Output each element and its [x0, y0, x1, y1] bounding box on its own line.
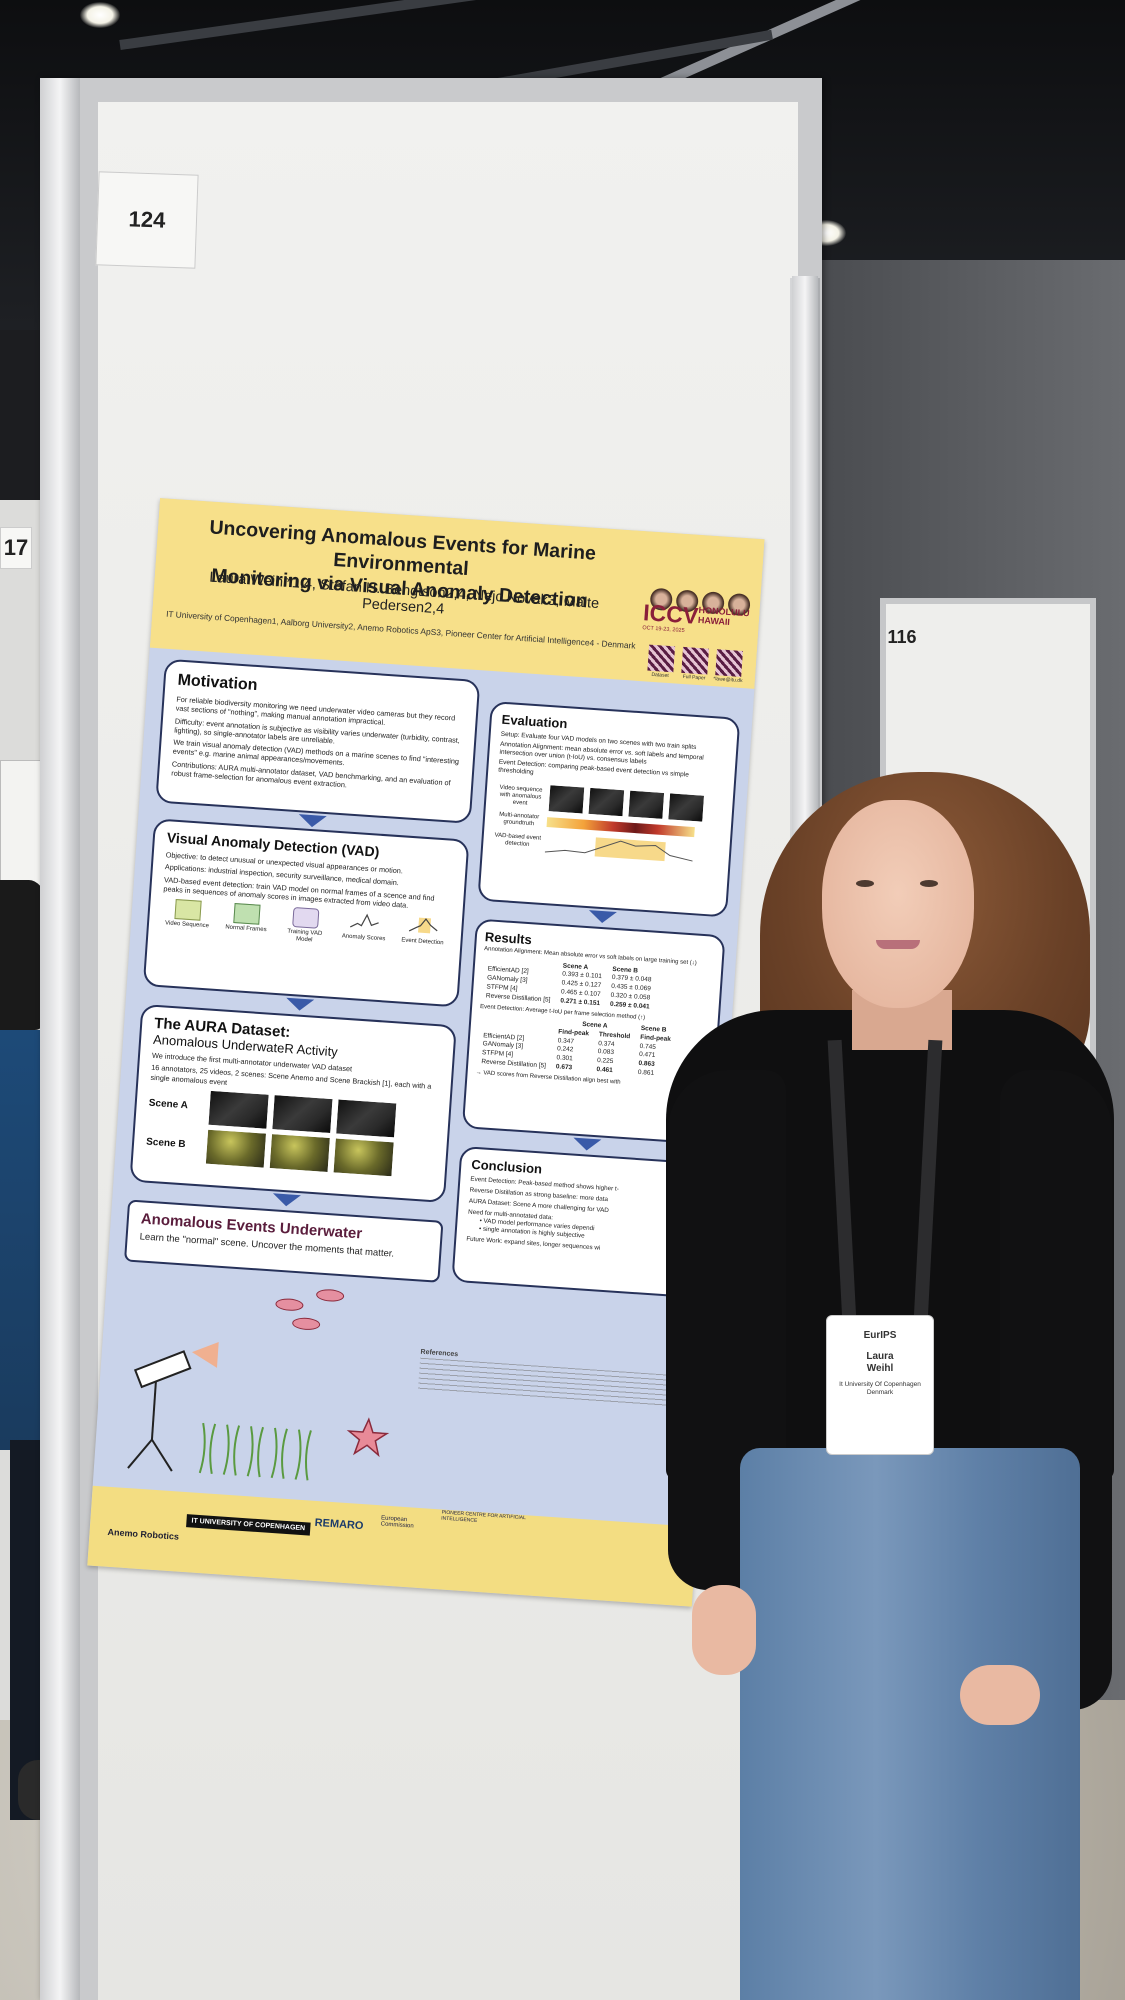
table-cell: 0.461: [596, 1065, 613, 1075]
pipeline-step: Normal Frames: [219, 902, 273, 941]
presenter-eye: [920, 880, 938, 887]
scene-a-frame: [335, 1098, 398, 1139]
scene-a-frame: [271, 1094, 334, 1135]
pipeline-label: Event Detection: [401, 937, 444, 947]
flow-arrow: [285, 997, 315, 1012]
underwater-illustration: [127, 1341, 390, 1481]
vad-section: Visual Anomaly Detection (VAD) Objective…: [142, 818, 470, 1008]
frames-icon: [233, 903, 261, 925]
flow-arrow: [572, 1137, 602, 1152]
pipeline-step: Video Sequence: [160, 898, 214, 937]
camera-tripod-icon: [127, 1341, 219, 1472]
score-plot-icon: [349, 913, 379, 928]
poster: Uncovering Anomalous Events for Marine E…: [87, 498, 765, 1607]
scene-a-frame: [207, 1089, 270, 1130]
board-number-far-left: 17: [0, 527, 32, 569]
qr-code-email[interactable]: [715, 649, 743, 677]
motivation-section: Motivation For reliable biodiversity mon…: [155, 658, 481, 824]
presenter-eye: [856, 880, 874, 887]
badge-name: Laura Weihl: [866, 1351, 893, 1375]
row-label: Video sequence with anomalous event: [499, 784, 543, 807]
badge-affiliation-line: Denmark: [866, 1389, 894, 1396]
fish-icon: [315, 1288, 345, 1303]
row-label: Multi-annotator groundtruth: [499, 811, 540, 828]
badge-affiliation-line: It University Of Copenhagen: [839, 1381, 921, 1388]
detection-plot: [544, 837, 693, 862]
board-number: 124: [95, 171, 199, 269]
scene-b-frame: [204, 1128, 268, 1169]
scene-b-frame: [268, 1132, 331, 1173]
name-badge: EurIPS Laura Weihl It University Of Cope…: [826, 1315, 934, 1455]
starfish-icon: [346, 1417, 390, 1458]
scene-label: Scene B: [145, 1136, 186, 1151]
references: References: [417, 1349, 680, 1409]
pipeline-step: Event Detection: [396, 914, 450, 953]
video-frame: [547, 784, 586, 815]
evaluation-section: Evaluation Setup: Evaluate four VAD mode…: [477, 700, 741, 918]
tagline-section: Anomalous Events Underwater Learn the "n…: [123, 1199, 444, 1283]
presenter-face: [822, 800, 974, 1008]
alignment-table: Scene A Scene B EfficientAD [2] 0.393 ± 0…: [481, 957, 658, 1013]
board-pole: [40, 78, 80, 2000]
table-cell: 0.861: [637, 1068, 655, 1077]
aura-section: The AURA Dataset: Anomalous UnderwateR A…: [129, 1003, 457, 1203]
event-plot-icon: [408, 917, 438, 934]
presenter-jeans: [740, 1448, 1080, 2000]
network-icon: [292, 907, 320, 929]
qr-code-dataset[interactable]: [647, 644, 676, 673]
table-cell: 0.673: [555, 1063, 573, 1072]
vad-pipeline: Video Sequence Normal Frames Training VA…: [160, 898, 450, 954]
presenter-mouth: [876, 940, 920, 949]
pipeline-label: Anomaly Scores: [341, 933, 386, 943]
row-label: VAD-based event detection: [494, 832, 542, 848]
badge-name-line: Weihl: [866, 1363, 894, 1374]
flow-arrow: [588, 910, 617, 925]
video-frame: [587, 786, 626, 818]
eval-detection-row: VAD-based event detection: [493, 829, 720, 866]
scene-label: Scene A: [148, 1098, 189, 1112]
flow-arrow: [272, 1193, 301, 1208]
fish-icon: [275, 1297, 304, 1312]
conference-location: HONOLULU HAWAII: [698, 605, 750, 628]
video-frame: [667, 792, 706, 823]
scene-b-frame: [332, 1137, 395, 1178]
video-frame: [627, 789, 666, 820]
pipeline-label: Normal Frames: [225, 924, 267, 934]
event-detection-table: Scene A Scene B Find-peak Threshold Find…: [476, 1014, 677, 1080]
qr-code-paper[interactable]: [681, 646, 710, 675]
pipeline-step: Training VAD Model: [278, 906, 332, 945]
pipeline-step: Anomaly Scores: [337, 910, 391, 949]
presenter-hand: [692, 1585, 756, 1675]
seagrass-icon: [198, 1422, 312, 1481]
pipeline-label: Video Sequence: [164, 920, 210, 930]
flow-arrow: [298, 814, 327, 829]
ceiling-light: [80, 2, 120, 28]
pipeline-label: Training VAD Model: [287, 928, 323, 944]
badge-affiliation: It University Of Copenhagen Denmark: [839, 1381, 921, 1397]
badge-logo: EurIPS: [863, 1330, 897, 1341]
presenter-hand: [960, 1665, 1040, 1725]
badge-name-line: Laura: [866, 1351, 894, 1362]
video-icon: [174, 899, 202, 921]
board-number-right: 116: [887, 626, 917, 647]
